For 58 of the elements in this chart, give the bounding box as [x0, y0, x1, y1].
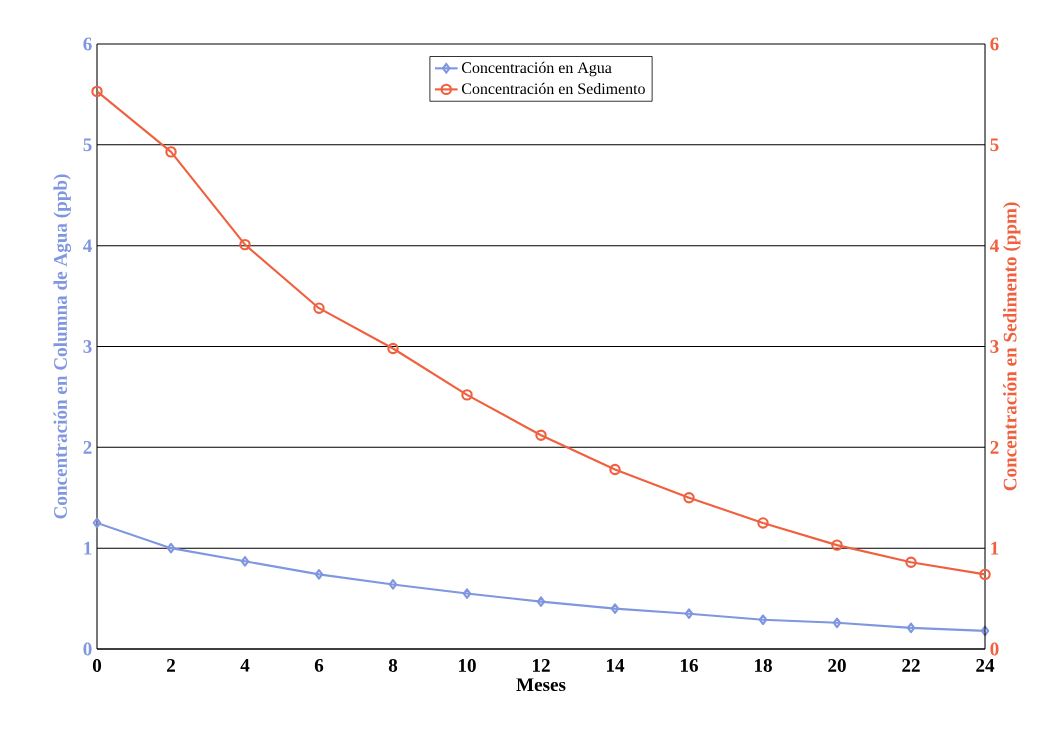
point — [906, 622, 916, 634]
point — [240, 555, 250, 567]
y-tick-label: 2 — [83, 441, 92, 454]
point — [461, 389, 473, 401]
x-tick-label: 20 — [828, 659, 846, 672]
point — [313, 302, 325, 314]
point — [832, 617, 842, 629]
point — [166, 542, 176, 554]
y-tick-label: 1 — [84, 541, 92, 555]
y-tick-label: 4 — [83, 239, 92, 252]
x-tick-label: 2 — [167, 659, 175, 672]
y2-tick-label: 2 — [990, 441, 999, 454]
point — [91, 85, 103, 98]
x-axis-title: Meses — [516, 678, 566, 692]
x-tick-label: 8 — [388, 659, 398, 672]
point — [684, 608, 694, 620]
x-tick-label: 22 — [902, 659, 920, 672]
point — [905, 556, 917, 568]
y-tick-label: 5 — [83, 138, 92, 152]
x-tick-label: 18 — [754, 659, 772, 672]
y-tick-label: 6 — [83, 37, 92, 51]
x-tick-label: 14 — [606, 659, 625, 672]
point — [831, 539, 843, 551]
y2-tick-label: 6 — [990, 37, 999, 51]
legend-label: Concentración en Agua — [461, 61, 612, 77]
point — [314, 569, 324, 580]
x-tick-label: 6 — [314, 659, 324, 672]
point — [683, 492, 695, 504]
point — [239, 238, 251, 251]
y-tick-label: 3 — [83, 340, 92, 353]
y-axis-title: Concentración en Columna de Agua (ppb) — [53, 174, 71, 519]
x-tick-label: 16 — [680, 659, 699, 672]
x-tick-label: 10 — [458, 659, 476, 672]
point — [980, 625, 990, 637]
point — [535, 429, 547, 441]
y2-tick-label: 1 — [991, 541, 999, 555]
point — [609, 463, 621, 476]
x-tick-label: 24 — [976, 659, 995, 672]
point — [610, 603, 620, 614]
y-tick-label: 0 — [83, 642, 92, 656]
point — [388, 579, 398, 590]
point — [165, 146, 177, 158]
x-tick-label: 4 — [240, 659, 250, 672]
x-tick-label: 0 — [92, 659, 102, 672]
y2-tick-label: 4 — [989, 239, 999, 252]
point — [92, 517, 102, 529]
point — [387, 342, 399, 355]
y2-axis-title: Concentración en Sedimento (ppm) — [1003, 202, 1021, 491]
x-tick-label: 12 — [532, 659, 550, 672]
point — [462, 588, 472, 599]
legend-label: Concentración en Sedimento — [461, 82, 645, 95]
y2-tick-label: 5 — [990, 138, 999, 152]
point — [979, 568, 991, 581]
point — [758, 614, 768, 626]
point — [757, 517, 769, 529]
y2-tick-label: 3 — [990, 340, 999, 353]
point — [536, 596, 546, 607]
y2-tick-label: 0 — [990, 642, 999, 656]
